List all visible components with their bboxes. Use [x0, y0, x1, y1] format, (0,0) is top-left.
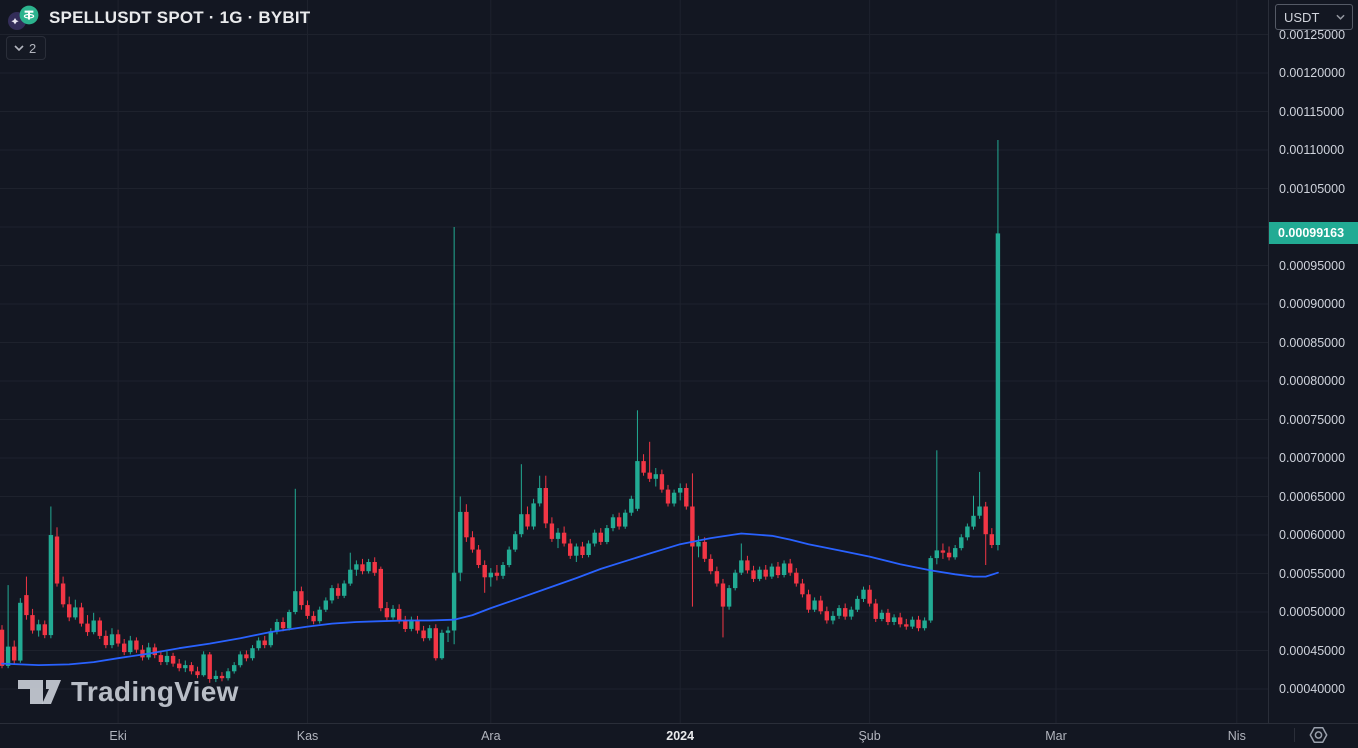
price-axis-label: 0.00070000	[1279, 451, 1346, 465]
time-axis-label: Eki	[109, 729, 127, 743]
time-axis-label: 2024	[666, 729, 695, 743]
time-axis-label: Şub	[858, 729, 881, 743]
price-axis-label: 0.00045000	[1279, 643, 1346, 658]
price-axis-label: 0.00055000	[1279, 566, 1346, 581]
price-axis-label: 0.00095000	[1279, 258, 1346, 273]
time-axis-label: Ara	[481, 729, 501, 743]
symbol-legend: SPELLUSDT SPOT · 1G · BYBIT	[8, 5, 310, 31]
chart-canvas[interactable]: TradingView SPELLUSDT SPOT · 1G · BYBIT	[0, 0, 1268, 723]
price-axis-label: 0.00065000	[1279, 489, 1346, 504]
time-axis-label: Nis	[1227, 729, 1246, 743]
select-chevron-icon	[1336, 14, 1345, 20]
price-axis-label: 0.00120000	[1279, 66, 1346, 80]
current-price-label: 0.00099163	[1269, 222, 1358, 245]
axis-corner-divider	[1294, 728, 1295, 742]
price-axis-label: 0.00090000	[1279, 297, 1346, 311]
price-axis-label: 0.00080000	[1279, 374, 1346, 388]
time-axis[interactable]: Eki Kas Ara 2024 Şub Mar Nis	[0, 723, 1358, 748]
price-axis-label: 0.00060000	[1279, 528, 1346, 542]
time-axis-label: Mar	[1045, 729, 1067, 743]
price-axis[interactable]: 0.00040000 0.00045000 0.00050000 0.00055000…	[1268, 0, 1358, 723]
time-axis-label: Kas	[296, 729, 319, 743]
ma-line	[1, 532, 999, 666]
price-axis-label: 0.00125000	[1279, 27, 1346, 42]
legend-count: 2	[29, 40, 37, 56]
gear-icon	[1309, 727, 1327, 743]
symbol-title[interactable]: SPELLUSDT SPOT · 1G · BYBIT	[49, 8, 311, 27]
chart-settings-button[interactable]	[1304, 725, 1332, 745]
price-axis-label: 0.00040000	[1279, 682, 1346, 696]
pair-logo-icon	[8, 5, 42, 31]
tradingview-logo-icon	[18, 680, 61, 704]
legend-collapse-button[interactable]: 2	[6, 36, 47, 60]
price-axis-label: 0.00075000	[1279, 412, 1346, 427]
chevron-down-icon	[14, 45, 24, 51]
currency-unit-value: USDT	[1284, 9, 1320, 25]
currency-unit-select[interactable]: USDT	[1275, 4, 1353, 30]
tradingview-watermark: TradingView	[16, 674, 239, 710]
candlestick-chart	[0, 0, 1268, 723]
price-axis-label: 0.00085000	[1279, 335, 1346, 350]
watermark-text: TradingView	[71, 676, 239, 707]
price-axis-label: 0.00105000	[1279, 181, 1346, 196]
price-axis-label: 0.00110000	[1279, 143, 1345, 157]
price-axis-label: 0.00115000	[1279, 104, 1345, 119]
price-axis-label: 0.00050000	[1279, 605, 1346, 619]
